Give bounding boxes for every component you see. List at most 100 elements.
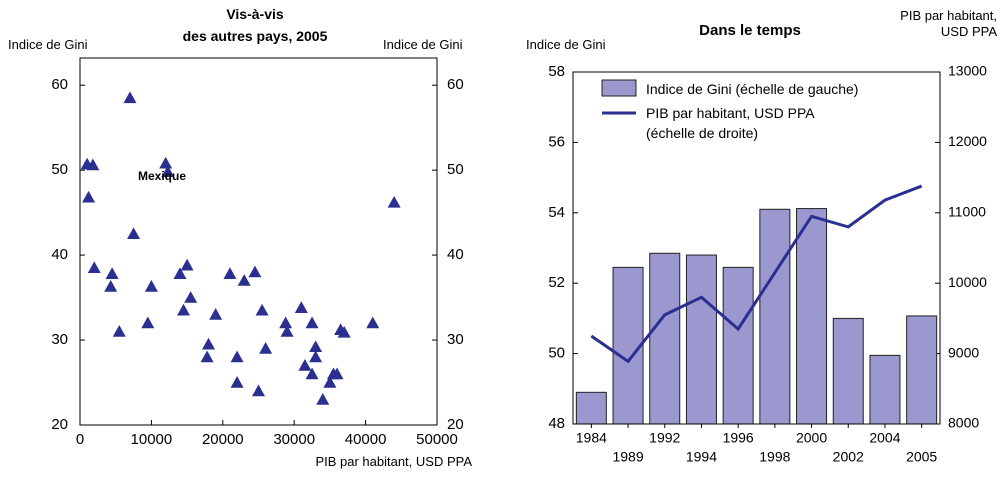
y-tick-label: 20 — [51, 416, 68, 433]
x-tick-label: 2000 — [796, 430, 827, 446]
point — [123, 91, 137, 104]
y-tick-label: 58 — [548, 63, 565, 80]
point — [279, 316, 293, 329]
point — [316, 393, 330, 405]
x-tick-label: 1992 — [649, 430, 680, 446]
point — [127, 227, 141, 240]
x-tick-label: 2002 — [833, 449, 864, 465]
legend-swatch — [601, 79, 637, 97]
x-tick-label: 2004 — [869, 430, 900, 446]
x-tick-label: 0 — [76, 431, 84, 448]
y2-tick-label: 30 — [447, 331, 464, 348]
y2-tick-label: 9000 — [948, 344, 979, 360]
bar — [649, 252, 681, 425]
y2-tick-label: 11000 — [948, 204, 986, 220]
point — [230, 376, 244, 388]
point — [309, 350, 323, 363]
point — [259, 342, 273, 354]
x-tick-label: 30000 — [273, 431, 315, 448]
point — [323, 376, 337, 388]
point — [209, 308, 223, 320]
x-tick-label: 2005 — [906, 449, 937, 465]
point — [280, 325, 294, 337]
x-tick-label: 1998 — [759, 449, 790, 465]
x-tick-label: 1994 — [686, 449, 717, 465]
point — [184, 291, 198, 303]
point — [105, 267, 119, 279]
x-tick-label: 1984 — [576, 430, 607, 446]
point — [200, 350, 214, 363]
y2-tick-label: 60 — [447, 76, 464, 93]
point — [82, 190, 96, 203]
point — [330, 367, 344, 380]
legend-label: Indice de Gini (échelle de gauche) — [646, 81, 859, 97]
x-tick-label: 20000 — [202, 431, 244, 448]
y-tick-label: 52 — [548, 274, 565, 291]
bar — [869, 354, 901, 425]
point — [159, 156, 173, 169]
y-tick-label: 60 — [51, 76, 68, 93]
chart-title: Dans le temps — [699, 22, 801, 39]
point — [309, 340, 323, 353]
bar — [796, 208, 828, 425]
point — [144, 280, 158, 292]
point — [237, 274, 251, 286]
point — [248, 265, 262, 278]
point — [112, 325, 126, 337]
plot-frame — [572, 71, 941, 425]
y2-tick-label: 13000 — [948, 63, 987, 79]
y2-axis-label: Indice de Gini — [383, 37, 463, 52]
bar — [685, 254, 717, 425]
x-tick-label: 1996 — [723, 430, 754, 446]
y-tick-label: 50 — [548, 345, 565, 362]
y-tick-label: 50 — [51, 161, 68, 178]
y-tick-label: 30 — [51, 331, 68, 348]
legend-label: PIB par habitant, USD PPA (échelle de dr… — [646, 105, 815, 141]
bar — [612, 266, 644, 425]
y2-tick-label: 10000 — [948, 274, 987, 290]
point — [294, 301, 308, 313]
point — [298, 359, 312, 371]
point — [337, 325, 351, 338]
bar — [722, 266, 754, 425]
x-axis-label: PIB par habitant, USD PPA — [315, 454, 472, 469]
y-tick-label: 54 — [548, 204, 565, 221]
x-tick-label: 10000 — [131, 431, 173, 448]
point — [305, 367, 319, 380]
point — [255, 303, 269, 316]
point — [387, 195, 401, 208]
y-axis-label: Indice de Gini — [8, 37, 88, 52]
y-axis-label: Indice de Gini — [526, 37, 606, 52]
point — [141, 316, 155, 329]
x-tick-label: 40000 — [345, 431, 387, 448]
point — [87, 261, 101, 274]
point — [173, 267, 187, 279]
point — [305, 316, 319, 329]
point — [86, 158, 100, 171]
point — [366, 316, 380, 329]
y2-tick-label: 50 — [447, 161, 464, 178]
y-tick-label: 56 — [548, 133, 565, 150]
bar — [832, 317, 864, 425]
y-tick-label: 48 — [548, 415, 565, 432]
plot-frame — [79, 57, 438, 426]
y2-tick-label: 12000 — [948, 133, 987, 149]
y2-tick-label: 8000 — [948, 415, 979, 431]
point — [180, 258, 194, 271]
point — [230, 350, 244, 363]
x-tick-label: 50000 — [416, 431, 458, 448]
x-tick-label: 1989 — [612, 449, 643, 465]
bar — [759, 208, 791, 425]
point — [177, 303, 191, 316]
point — [223, 267, 237, 279]
y2-tick-label: 40 — [447, 246, 464, 263]
bar — [575, 391, 607, 425]
point — [104, 280, 118, 292]
line — [590, 184, 923, 364]
annotation: Mexique — [138, 169, 186, 183]
point — [161, 165, 175, 178]
y2-tick-label: 20 — [447, 416, 464, 433]
y2-axis-label: PIB par habitant, USD PPA — [900, 8, 997, 39]
